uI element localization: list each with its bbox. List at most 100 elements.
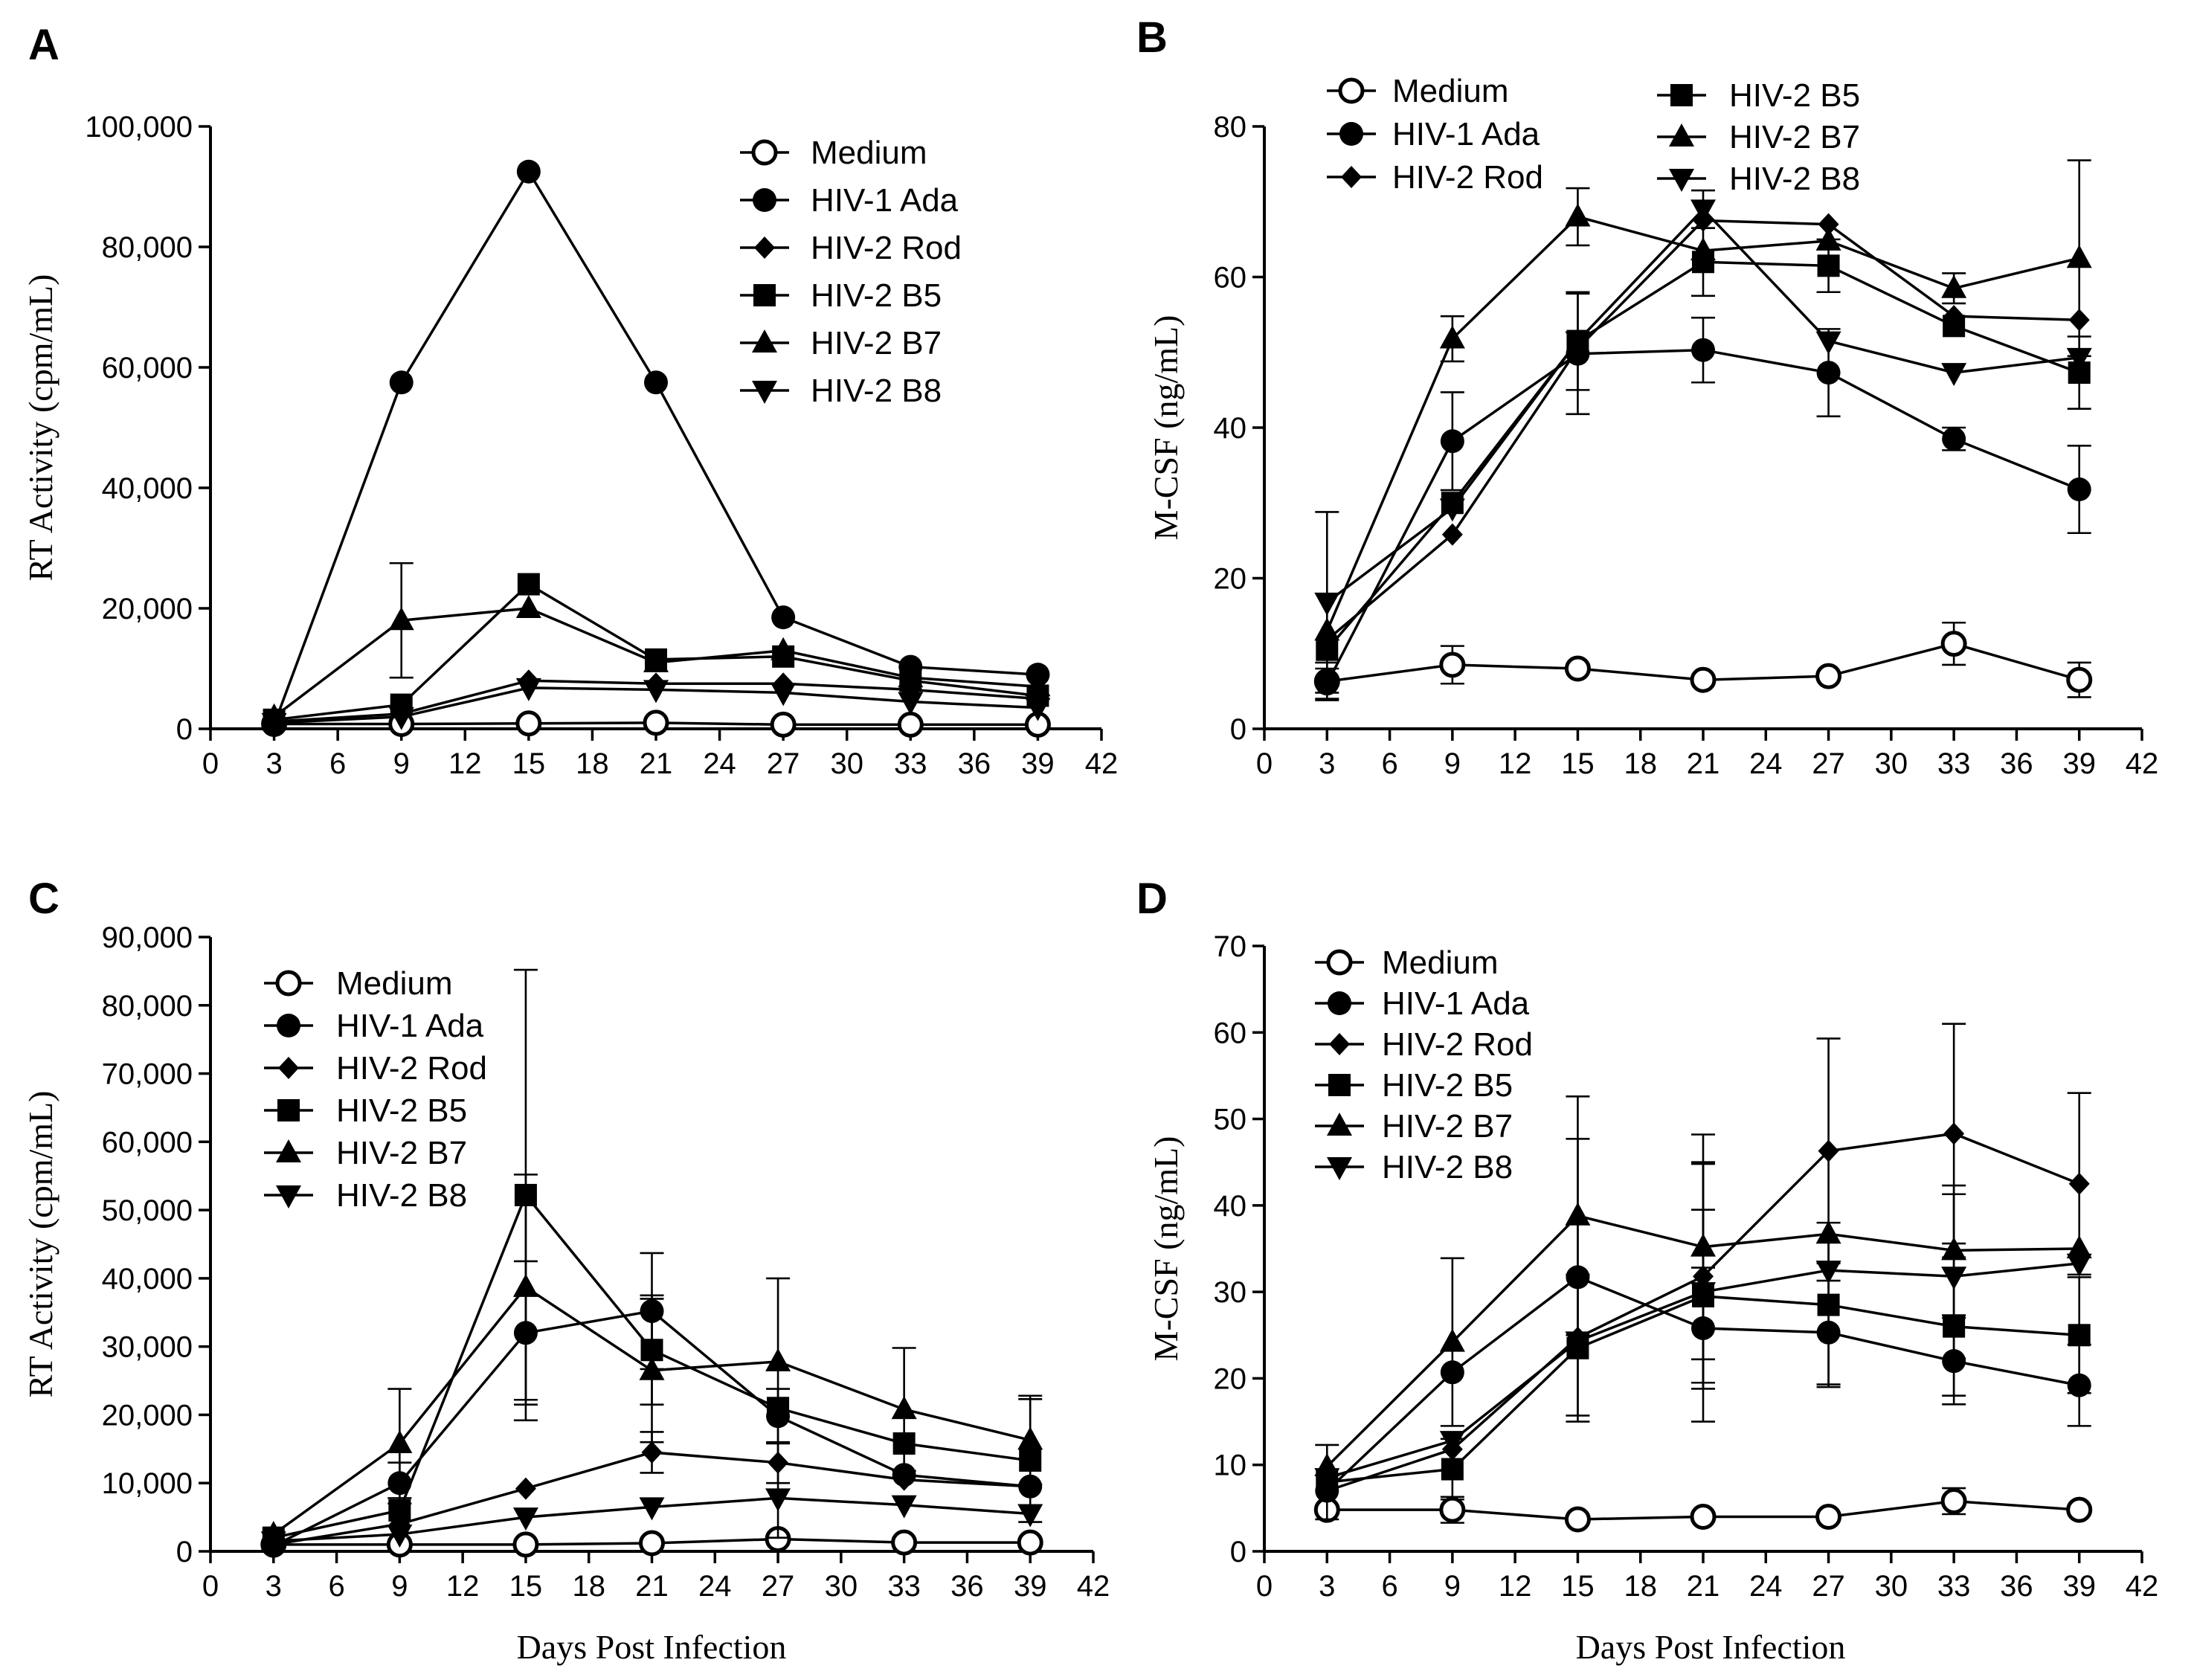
legend-hiv-2-b5-marker	[753, 284, 776, 306]
x-tick-label: 9	[1444, 747, 1461, 780]
x-tick-label: 39	[1014, 1570, 1047, 1603]
x-tick-label: 12	[448, 747, 482, 780]
legend-item-medium: Medium	[264, 965, 453, 1002]
x-tick-label: 33	[1937, 747, 1971, 780]
point-hiv-2-rod-marker	[515, 1477, 536, 1500]
point-medium-marker	[1815, 663, 1842, 689]
x-tick-label: 0	[1256, 747, 1273, 780]
point-medium-marker	[639, 1530, 665, 1557]
point-hiv-1-ada-marker	[644, 370, 668, 395]
y-tick-label: 70,000	[102, 1058, 193, 1091]
legend: Medium HIV-1 Ada HIV-2 Rod HIV-2 B5 HIV-2 B7…	[1327, 73, 1860, 197]
point-hiv-2-b8-marker	[2066, 1253, 2092, 1277]
series-medium	[1313, 621, 2093, 701]
legend-label: HIV-1 Ada	[811, 182, 959, 219]
x-tick-label: 6	[328, 1570, 344, 1603]
point-hiv-2-b7-marker	[1815, 1220, 1841, 1244]
point-medium-marker	[643, 709, 669, 736]
legend-label: HIV-2 Rod	[811, 230, 962, 266]
x-tick-label: 0	[202, 747, 219, 780]
x-tick-label: 15	[512, 747, 546, 780]
x-tick-label: 27	[762, 1570, 795, 1603]
x-tick-label: 6	[1381, 747, 1397, 780]
point-hiv-2-b5-marker	[1817, 1293, 1840, 1316]
point-medium-marker	[1564, 655, 1591, 682]
x-tick-label: 39	[2062, 1570, 2096, 1603]
legend-label: Medium	[1392, 73, 1509, 109]
legend-hiv-2-b7-marker	[276, 1139, 301, 1162]
x-tick-label: 36	[2000, 747, 2033, 780]
point-medium-marker	[2066, 1496, 2093, 1523]
legend-item-hiv-2-rod: HIV-2 Rod	[264, 1050, 487, 1087]
point-hiv-2-b5-marker	[767, 1397, 790, 1420]
point-hiv-2-b8-marker	[2066, 347, 2092, 371]
point-hiv-2-b8-marker	[639, 1497, 665, 1521]
point-hiv-2-b5-marker	[1817, 254, 1840, 277]
point-medium-marker	[891, 1529, 918, 1556]
x-tick-label: 39	[1021, 747, 1055, 780]
point-hiv-2-b7-marker	[2066, 1235, 2092, 1258]
x-tick-label: 12	[1499, 747, 1532, 780]
point-medium-marker	[897, 711, 924, 738]
legend-label: HIV-2 B8	[336, 1177, 467, 1214]
legend-medium-marker	[1326, 949, 1353, 976]
point-hiv-1-ada-marker	[1440, 429, 1464, 454]
point-hiv-2-b8-marker	[771, 683, 797, 707]
x-tick-label: 42	[1077, 1570, 1110, 1603]
point-hiv-2-b5-marker	[1441, 1458, 1464, 1481]
y-tick-label: 0	[176, 1536, 193, 1568]
series-hiv-1-ada	[1315, 292, 2091, 700]
legend-hiv-1-ada-marker	[277, 1014, 300, 1037]
legend: Medium HIV-1 Ada HIV-2 Rod HIV-2 B5 HIV-2 B7…	[264, 965, 487, 1214]
point-hiv-2-b8-marker	[1025, 698, 1051, 721]
series-hiv-2-b8	[260, 1488, 1043, 1555]
y-tick-label: 10,000	[102, 1467, 193, 1500]
x-tick-label: 30	[825, 1570, 858, 1603]
legend-hiv-2-b7-marker	[752, 329, 777, 353]
y-tick-label: 0	[176, 713, 193, 746]
y-tick-label: 20,000	[102, 1399, 193, 1432]
legend-item-hiv-2-b8: HIV-2 B8	[740, 373, 942, 409]
legend-hiv-2-rod-marker	[1341, 166, 1362, 188]
legend-item-hiv-2-b8: HIV-2 B8	[1657, 161, 1860, 197]
y-axis-title: M-CSF (ng/mL)	[1147, 1136, 1185, 1362]
point-hiv-2-b7-marker	[1815, 227, 1841, 251]
point-hiv-2-b8-marker	[1690, 199, 1716, 223]
legend-item-hiv-2-b7: HIV-2 B7	[1315, 1108, 1513, 1145]
point-medium-marker	[1815, 1503, 1842, 1530]
point-hiv-2-b8-marker	[388, 707, 414, 730]
y-tick-label: 0	[1230, 713, 1246, 746]
x-axis-title: Days Post Infection	[517, 1628, 787, 1666]
legend-hiv-2-rod-marker	[278, 1057, 299, 1079]
x-tick-label: 27	[1812, 1570, 1845, 1603]
point-hiv-2-b8-marker	[261, 712, 287, 736]
legend-item-medium: Medium	[1315, 944, 1499, 981]
point-hiv-2-b5-marker	[388, 1499, 411, 1522]
legend-label: HIV-1 Ada	[1382, 985, 1530, 1022]
point-hiv-2-b7-marker	[387, 1429, 413, 1453]
point-hiv-2-b7-marker	[891, 1396, 917, 1420]
x-tick-label: 18	[1624, 1570, 1657, 1603]
series-hiv-2-b5	[1316, 227, 2091, 661]
point-hiv-2-b7-marker	[1690, 237, 1716, 261]
y-tick-label: 80	[1214, 111, 1247, 144]
x-tick-label: 42	[1085, 747, 1119, 780]
x-tick-label: 33	[1937, 1570, 1971, 1603]
x-tick-label: 3	[266, 1570, 282, 1603]
legend-item-hiv-2-b7: HIV-2 B7	[264, 1135, 467, 1171]
legend-item-medium: Medium	[740, 135, 927, 171]
x-tick-label: 0	[202, 1570, 219, 1603]
x-tick-label: 36	[2000, 1570, 2033, 1603]
y-tick-label: 90,000	[102, 921, 193, 954]
x-tick-label: 36	[958, 747, 991, 780]
x-tick-label: 21	[1687, 747, 1720, 780]
legend-hiv-2-rod-marker	[1329, 1033, 1350, 1055]
y-tick-label: 80,000	[102, 231, 193, 264]
point-hiv-2-b8-marker	[1314, 1468, 1340, 1492]
point-hiv-2-b8-marker	[1815, 1261, 1841, 1284]
x-tick-label: 0	[1256, 1570, 1273, 1603]
x-tick-label: 18	[572, 1570, 605, 1603]
point-hiv-2-b7-marker	[1565, 1202, 1591, 1226]
point-hiv-2-b8-marker	[387, 1525, 413, 1548]
